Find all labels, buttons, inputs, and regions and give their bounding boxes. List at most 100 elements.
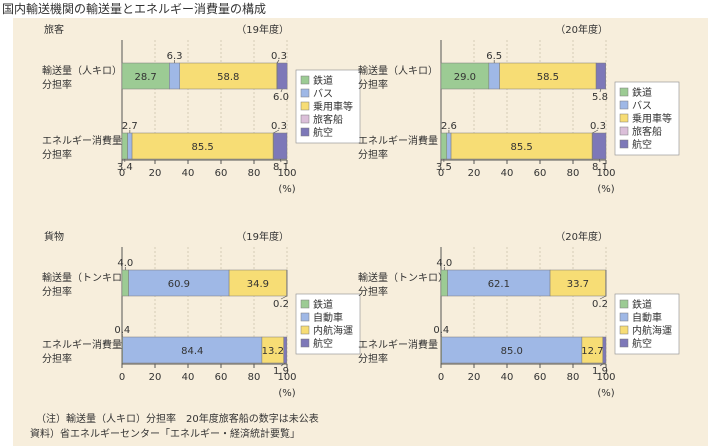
legend-swatch: [619, 100, 629, 110]
bar-segment: [273, 132, 288, 160]
data-label: 0.2: [273, 299, 289, 310]
bar-segment: [549, 269, 606, 297]
x-tick-label: 20: [468, 168, 481, 179]
bar-segment: [605, 269, 607, 297]
legend-item: 航空: [632, 138, 652, 151]
x-unit-label: (%): [597, 184, 614, 195]
leader-line: [279, 158, 282, 163]
section-label: 貨物: [44, 230, 64, 243]
legend-item: 旅客船: [632, 125, 662, 138]
x-tick-label: 0: [119, 372, 125, 383]
data-label: 2.6: [441, 121, 457, 132]
x-tick-label: 40: [182, 168, 195, 179]
legend-item: 旅客船: [313, 113, 343, 126]
x-tick-label: 0: [438, 168, 444, 179]
bar-label: エネルギー消費量: [42, 338, 122, 351]
legend-swatch: [300, 299, 310, 309]
legend-swatch: [300, 75, 310, 85]
x-unit-label: (%): [278, 388, 295, 399]
bar-segment: [595, 62, 606, 90]
bar-segment: [440, 132, 448, 160]
legend-swatch: [619, 299, 629, 309]
chart-panel: [13, 18, 708, 446]
data-label: 8.1: [592, 162, 608, 173]
legend-item: 乗用車等: [313, 100, 353, 113]
x-tick-label: 80: [248, 372, 261, 383]
data-label: 3.5: [436, 162, 452, 173]
bar-segment: [592, 132, 607, 160]
year-label: （20年度）: [555, 23, 608, 36]
data-label: 33.7: [567, 279, 589, 290]
data-label: 28.7: [135, 72, 157, 83]
x-unit-label: (%): [278, 184, 295, 195]
bar-segment: [447, 269, 551, 297]
legend-item: 自動車: [313, 311, 343, 324]
legend-swatch: [619, 312, 629, 322]
data-label: 29.0: [454, 72, 476, 83]
legend-swatch: [619, 325, 629, 335]
legend-item: 鉄道: [313, 74, 333, 87]
data-label: 6.3: [167, 51, 183, 62]
data-label: 12.7: [581, 346, 603, 357]
data-label: 8.1: [273, 162, 289, 173]
legend-swatch: [300, 114, 310, 124]
leader-line: [599, 362, 605, 367]
legend-item: 航空: [313, 126, 333, 139]
bar-label: 輸送量（人キロ）: [358, 64, 438, 77]
legend-item: バス: [632, 100, 652, 112]
legend-swatch: [300, 101, 310, 111]
x-tick-label: 20: [468, 372, 481, 383]
legend-item: 鉄道: [632, 298, 652, 311]
bar-label: 輸送量（トンキロ）: [358, 271, 448, 284]
leader-line: [598, 158, 601, 163]
x-tick-label: 60: [215, 372, 228, 383]
x-tick-label: 100: [277, 372, 296, 383]
legend-swatch: [300, 127, 310, 137]
page-title: 国内輸送機関の輸送量とエネルギー消費量の構成: [2, 2, 267, 16]
data-label: 85.5: [510, 142, 532, 153]
data-label: 84.4: [181, 346, 203, 357]
data-label: 0.3: [590, 121, 606, 132]
data-label: 58.5: [537, 72, 559, 83]
x-tick-label: 20: [149, 372, 162, 383]
x-tick-label: 80: [567, 168, 580, 179]
bar-segment: [121, 269, 129, 297]
bar-label: エネルギー消費量: [358, 134, 438, 147]
bar-segment: [440, 62, 490, 90]
leader-line: [280, 362, 286, 367]
bar-label: エネルギー消費量: [42, 134, 122, 147]
leader-line: [599, 295, 606, 300]
bar-segment: [446, 132, 452, 160]
bar-label: 分担率: [42, 352, 72, 365]
data-label: 6.0: [273, 92, 289, 103]
bar-segment: [441, 336, 583, 364]
bar-label: 分担率: [42, 148, 72, 161]
legend-swatch: [619, 87, 629, 97]
footnote-source: 資料）省エネルギーセンター「エネルギー・経済統計要覧」: [30, 427, 300, 440]
x-tick-label: 100: [596, 372, 615, 383]
x-tick-label: 60: [534, 168, 547, 179]
legend-swatch: [300, 312, 310, 322]
bar-segment: [450, 132, 593, 160]
bar-label: 輸送量（人キロ）: [42, 64, 122, 77]
data-label: 0.3: [271, 51, 287, 62]
bar-label: 分担率: [42, 78, 72, 91]
data-label: 6.5: [486, 51, 502, 62]
data-label: 1.9: [592, 366, 608, 377]
x-tick-label: 60: [534, 372, 547, 383]
legend-item: 乗用車等: [632, 112, 672, 125]
bar-segment: [228, 269, 287, 297]
footnote-note: （注）輸送量（人キロ）分担率 20年度旅客船の数字は未公表: [36, 412, 319, 425]
legend-item: 内航海運: [313, 324, 353, 337]
data-label: 3.4: [117, 162, 133, 173]
legend-swatch: [619, 126, 629, 136]
bar-label: 分担率: [358, 285, 388, 298]
legend-item: 自動車: [632, 311, 662, 324]
bar-segment: [277, 62, 288, 90]
legend-swatch: [619, 113, 629, 123]
data-label: 62.1: [488, 279, 510, 290]
data-label: 58.8: [217, 72, 239, 83]
x-unit-label: (%): [597, 388, 614, 399]
x-tick-label: 0: [119, 168, 125, 179]
